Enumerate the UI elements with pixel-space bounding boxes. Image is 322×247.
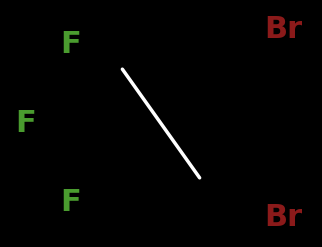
Text: F: F (61, 188, 81, 217)
Text: Br: Br (264, 203, 302, 232)
Text: F: F (15, 109, 36, 138)
Text: Br: Br (264, 15, 302, 44)
Text: F: F (61, 30, 81, 59)
